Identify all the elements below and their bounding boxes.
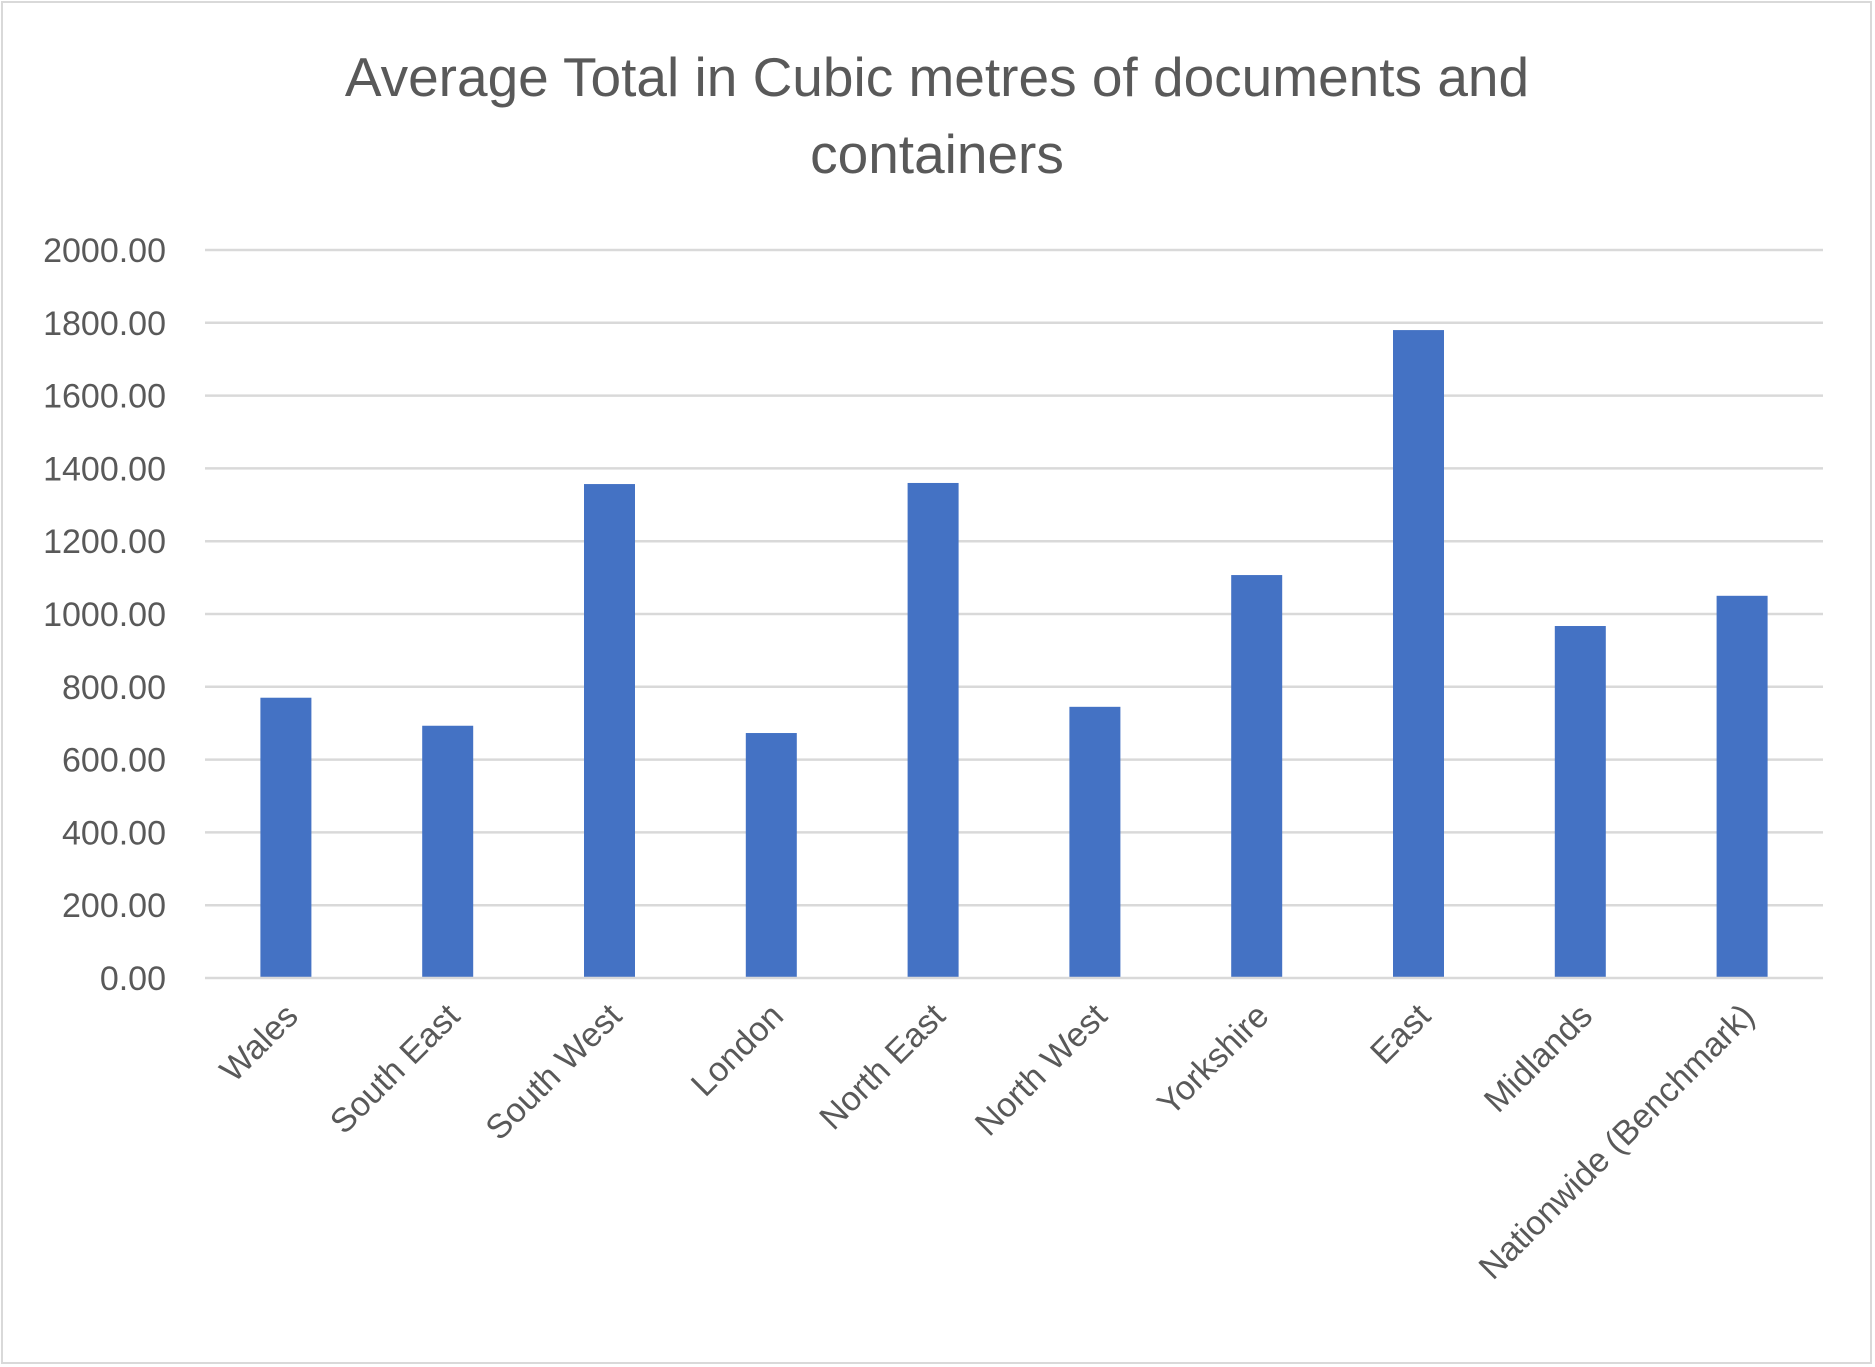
bar-east [1393,330,1444,979]
x-category-label: London [684,997,791,1104]
y-tick-label: 400.00 [62,814,166,852]
x-category-label: East [1363,996,1438,1071]
y-tick-label: 800.00 [62,669,166,707]
y-tick-label: 1400.00 [43,450,166,488]
y-tick-label: 1200.00 [43,523,166,561]
y-tick-label: 200.00 [62,887,166,925]
bar-midlands [1554,626,1606,978]
y-tick-label: 1000.00 [43,596,166,634]
bar-london [745,733,797,978]
bar-wales [260,697,312,978]
x-axis-category-labels: Wales South East South West London North Eas… [213,996,1762,1286]
x-category-label: Wales [213,997,306,1090]
gridlines [205,248,1823,907]
y-tick-label: 1800.00 [43,305,166,343]
bar-south-west [584,484,635,978]
y-tick-label: 1600.00 [43,378,166,416]
x-category-label: South West [478,996,629,1147]
y-tick-label: 0.00 [100,960,166,998]
x-category-label: Nationwide (Benchmark) [1472,997,1762,1287]
x-category-label: North West [968,996,1115,1143]
x-category-label: North East [812,996,953,1137]
x-category-label: Midlands [1477,997,1600,1120]
y-axis-tick-labels: 0.00 200.00 400.00 600.00 800.00 1000.00 1200.… [43,232,166,998]
bar-north-east [907,482,959,978]
x-category-label: South East [323,996,468,1141]
chart-title: Average Total in Cubic metres of documen… [345,46,1529,185]
chart-title-line-1: Average Total in Cubic metres of documen… [345,46,1529,108]
chart-title-line-2: containers [810,123,1064,185]
bars [260,330,1768,979]
y-tick-label: 600.00 [62,742,166,780]
bar-north-west [1069,706,1121,978]
bar-south-east [422,725,474,978]
bar-nationwide-benchmark [1716,595,1768,978]
bar-yorkshire [1231,575,1283,978]
y-tick-label: 2000.00 [43,232,166,270]
x-category-label: Yorkshire [1150,997,1276,1123]
